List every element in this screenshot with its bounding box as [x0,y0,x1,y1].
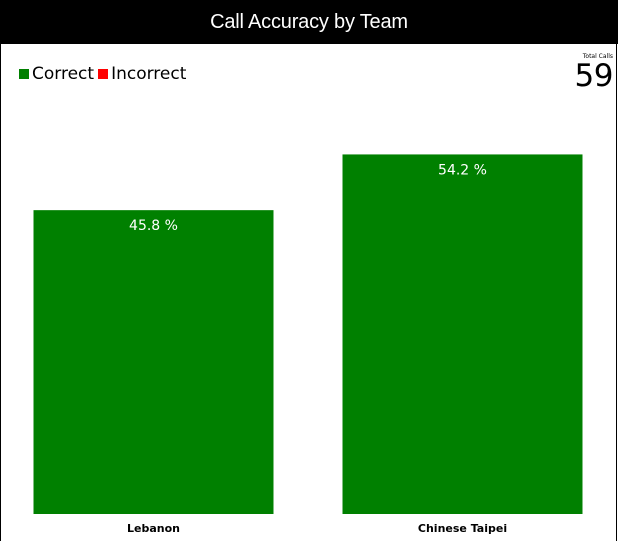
bar-correct-chinese-taipei[interactable] [342,154,583,515]
legend-swatch-incorrect [98,69,109,79]
total-calls-card: Total Calls 59 [574,53,614,94]
bar-value-label: 54.2 % [438,162,487,178]
legend-item-incorrect[interactable]: Incorrect [98,64,186,84]
category-label: Chinese Taipei [418,522,507,535]
chart-legend: Correct Incorrect [19,63,190,85]
category-label: Lebanon [127,522,180,535]
legend-item-correct[interactable]: Correct [19,64,94,84]
legend-label-incorrect: Incorrect [111,64,187,84]
legend-swatch-correct [19,69,29,79]
chart-title: Call Accuracy by Team [0,0,618,44]
bar-value-label: 45.8 % [129,218,178,234]
bar-correct-lebanon[interactable] [33,210,274,514]
total-calls-label: Total Calls [582,53,613,60]
total-calls-value: 59 [574,58,614,94]
legend-label-correct: Correct [32,64,95,84]
